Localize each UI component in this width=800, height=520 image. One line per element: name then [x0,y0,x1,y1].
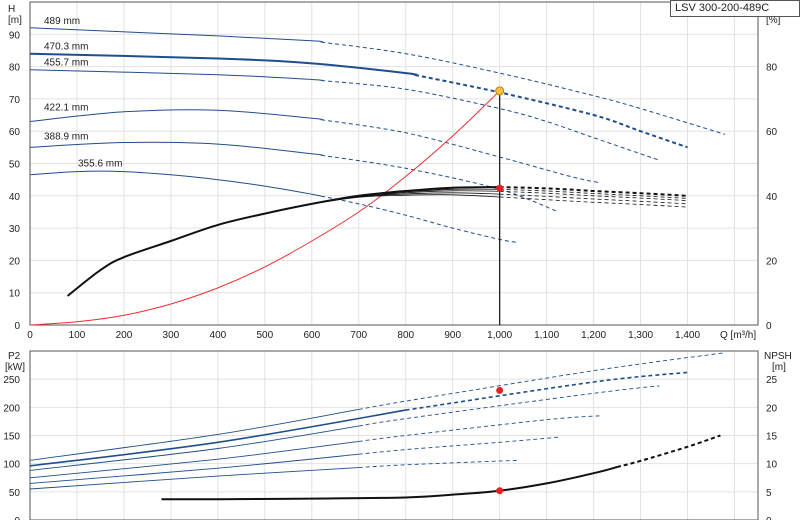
diameter-label: 355.6 mm [78,159,122,170]
y-tick-label-npsh: 5 [766,488,772,499]
y-tick-label-head: 10 [9,289,21,300]
head-curve-extension [321,154,559,213]
y-tick-label-power: 50 [9,488,21,499]
x-tick-label: 800 [397,330,414,341]
diameter-label: 455.7 mm [44,58,88,69]
head-curve [29,141,323,156]
y-axis-unit-eta: [%] [766,15,781,26]
plot-frame-bottom [29,350,759,520]
y-axis-unit-head: [m] [8,15,22,26]
x-tick-label: 700 [350,330,367,341]
head-curve-extension [321,41,726,135]
y-tick-label-head: 60 [9,127,21,138]
y-tick-label-npsh: 0 [766,516,772,520]
x-tick-label: 0 [27,330,33,341]
y-tick-label-eta: 0 [766,321,772,332]
x-tick-label: 400 [210,330,227,341]
y-tick-label-eta: 80 [766,63,778,74]
efficiency-curve-extension [499,196,688,208]
efficiency-curve-extension [499,190,688,201]
y-axis-unit-npsh: [m] [772,362,786,373]
diameter-label: 489 mm [44,16,80,27]
x-tick-label: 1,400 [675,330,700,341]
system-curve [29,90,501,326]
x-tick-label: 1,100 [534,330,559,341]
x-tick-label: 1,000 [487,330,512,341]
y-tick-label-npsh: 10 [766,460,778,471]
y-tick-label-npsh: 15 [766,432,778,443]
head-curve [29,69,323,81]
y-tick-label-head: 30 [9,224,21,235]
npsh-curve [161,466,618,501]
efficiency-curve-extension [499,186,688,197]
head-curve-extension [321,119,601,184]
y-tick-label-power: 250 [3,375,20,386]
plot-frame-top [29,1,759,326]
head-curve [29,170,322,197]
y-axis-label-head: H [8,4,15,15]
y-tick-label-eta: 60 [766,127,778,138]
power-curve-extension [358,436,559,455]
power-curve-extension [405,371,688,411]
power-curve-extension [358,352,726,410]
head-curve [29,52,418,76]
y-tick-label-head: 0 [14,321,20,332]
diameter-label: 388.9 mm [44,131,88,142]
duty-point-marker [495,86,505,96]
y-tick-label-head: 20 [9,256,21,267]
power-curve [29,453,359,484]
y-tick-label-power: 200 [3,403,20,414]
y-tick-label-head: 80 [9,63,21,74]
diameter-label: 470.3 mm [44,41,88,52]
x-tick-label: 600 [303,330,320,341]
x-tick-label: 1,200 [581,330,606,341]
power-curve [29,409,406,467]
y-tick-label-power: 0 [14,516,20,520]
head-curve-extension [414,74,688,149]
power-curve-extension [358,459,519,469]
x-tick-label: 100 [69,330,86,341]
x-tick-label: 1,300 [628,330,653,341]
head-curve-extension [321,195,519,244]
power-curve-extension [358,385,660,427]
x-tick-label: 500 [256,330,273,341]
pump-model-label: LSV 300-200-489C [670,0,800,17]
power-curve [29,467,359,490]
y-tick-label-npsh: 20 [766,403,778,414]
efficiency-curve-extension [499,193,688,205]
head-curve-extension [321,80,660,161]
power-point-marker [496,386,504,394]
power-curve-extension [358,415,601,442]
y-axis-label-power: P2 [8,351,21,362]
y-tick-label-head: 70 [9,95,21,106]
x-tick-label: 200 [116,330,133,341]
efficiency-curve-extension [499,188,688,199]
y-tick-label-head: 40 [9,192,21,203]
efficiency-curve [66,186,500,297]
y-tick-label-power: 100 [3,460,20,471]
y-tick-label-eta: 40 [766,192,778,203]
y-tick-label-head: 50 [9,160,21,171]
npsh-point-marker [496,487,504,495]
power-curve [29,440,359,479]
x-tick-label: 300 [163,330,180,341]
y-axis-unit-power: [kW] [5,362,25,373]
y-tick-label-eta: 20 [766,256,778,267]
y-tick-label-power: 150 [3,432,20,443]
efficiency-point-marker [496,184,504,192]
y-axis-label-npsh: NPSH [764,351,792,362]
head-curve [29,109,323,122]
y-tick-label-head: 90 [9,30,21,41]
npsh-curve-extension [616,434,721,468]
x-tick-label: 900 [444,330,461,341]
x-axis-label: Q [m³/h] [720,330,756,341]
y-tick-label-npsh: 25 [766,375,778,386]
power-curve [29,408,359,461]
diameter-label: 422.1 mm [44,103,88,114]
power-curve [29,425,359,471]
head-curve [29,27,323,43]
